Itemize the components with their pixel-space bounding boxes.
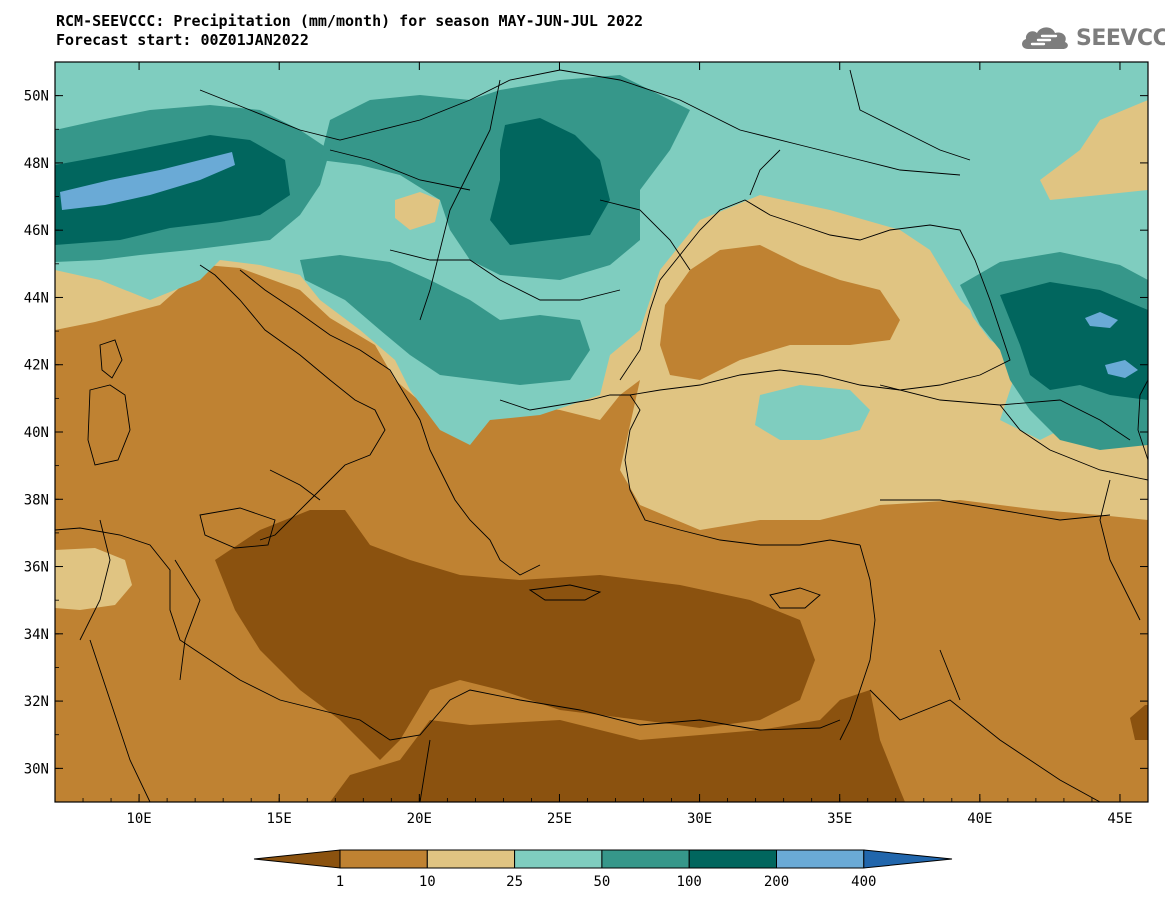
logo-text: SEEVCCC [1076,25,1165,51]
coastline-aegean [499,394,861,546]
lon-label-30e: 30E [687,811,712,827]
lat-label-36n: 36N [24,560,49,576]
coastline-black-sea [619,199,1011,396]
colorbar-label-400: 400 [851,874,876,890]
lat-label-50n: 50N [24,89,49,105]
field-lt1-libya [330,690,905,802]
lon-label-10e: 10E [126,811,151,827]
field-1-10-blacksea [660,245,900,380]
border-europe-1 [199,69,971,321]
lon-label-20e: 20E [407,811,432,827]
field-400-caucasus-1 [1085,312,1118,328]
title-line-2: Forecast start: 00Z01JAN2022 [56,31,309,49]
colorbar-segment-100-200 [688,849,778,869]
field-400-caucasus-2 [1105,360,1138,378]
lat-label-42n: 42N [24,358,49,374]
lat-label-30n: 30N [24,761,49,777]
colorbar-label-200: 200 [764,874,789,890]
colorbar-segment-10-25 [426,849,516,869]
lat-label-48n: 48N [24,156,49,172]
colorbar-segment-lt1 [253,849,341,869]
lat-label-46n: 46N [24,223,49,239]
lat-label-32n: 32N [24,694,49,710]
field-200-400-carpathians [490,118,610,245]
lon-label-25e: 25E [547,811,572,827]
colorbar-label-25: 25 [506,874,523,890]
coastline-corsica [99,339,123,379]
lat-label-44n: 44N [24,290,49,306]
field-400-alps [60,152,235,210]
colorbar-segment-25-50 [514,849,603,869]
cloud-icon [1022,27,1068,49]
field-25-50-tunisia [55,548,132,610]
colorbar-segment-1-10 [339,849,428,869]
colorbar-label-10: 10 [419,874,436,890]
lon-label-45e: 45E [1107,811,1132,827]
seevccc-logo: SEEVCCC [1018,22,1165,54]
lat-label-38n: 38N [24,492,49,508]
lat-label-40n: 40N [24,425,49,441]
colorbar-label-100: 100 [677,874,702,890]
lon-label-35e: 35E [827,811,852,827]
coastline-sardinia [87,384,131,466]
border-anatolia [879,384,1148,621]
colorbar-segment-200-400 [776,849,865,869]
lat-label-34n: 34N [24,627,49,643]
colorbar-label-1: 1 [336,874,344,890]
precipitation-field [55,62,1148,802]
lon-label-15e: 15E [267,811,292,827]
coastlines-and-borders [55,69,1148,802]
coastline-italy [199,264,386,541]
colorbar-segment-gt400 [863,849,953,869]
map-title: RCM-SEEVCCC: Precipitation (mm/month) fo… [56,12,643,50]
coastline-crete [528,584,602,601]
field-25-50-hungary [395,192,440,230]
colorbar-segment-50-100 [601,849,690,869]
latitude-axis: 50N 48N 46N 44N 42N 40N 38N 36N 34N 32N 30N [24,61,1148,803]
border-africa-middle-east [79,519,1101,802]
coastline-levant [839,544,876,741]
field-50-100-anatolia [755,385,870,440]
colorbar-label-50: 50 [593,874,610,890]
coastline-cyprus [769,587,821,609]
field-lt1-central-med [215,510,815,760]
title-line-1: RCM-SEEVCCC: Precipitation (mm/month) fo… [56,12,643,30]
field-100-200-balkans [300,255,590,385]
coastline-africa [55,527,841,741]
coastline-sicily [199,507,276,549]
coastline-caspian [1137,379,1148,461]
longitude-axis: 10E 15E 20E 25E 30E 35E 40E 45E [54,62,1149,827]
coastline-adriatic [239,269,541,576]
field-lt1-levant [1130,705,1148,740]
lon-label-40e: 40E [967,811,992,827]
